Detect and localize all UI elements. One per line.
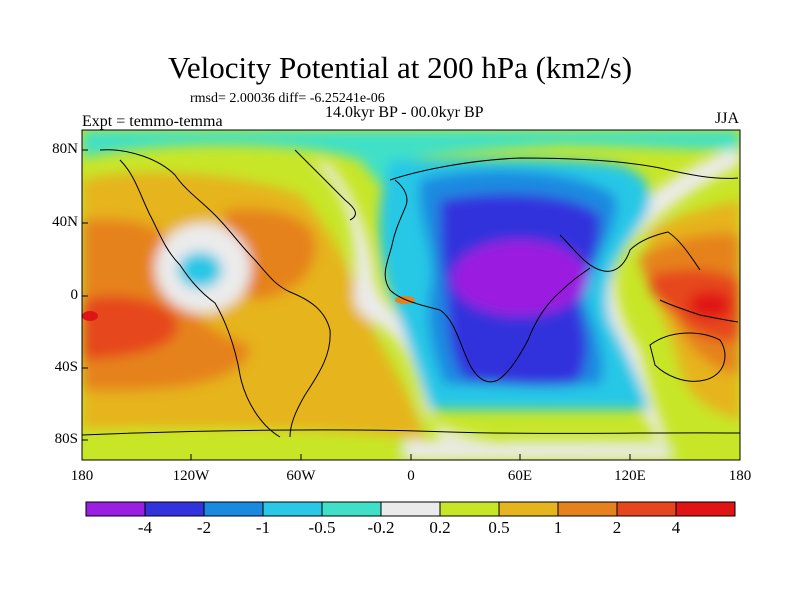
coastlines xyxy=(82,149,740,438)
lon-tick-180-left: 180 xyxy=(70,468,94,484)
lon-tick-60E: 60E xyxy=(507,468,533,484)
colorbar-label: 4 xyxy=(671,518,681,537)
rmsd-diff-text: rmsd= 2.00036 diff= -6.25241e-06 xyxy=(190,91,385,106)
field-west-pacific-max xyxy=(688,291,732,319)
map-area xyxy=(82,130,740,460)
colorbar-box-10 xyxy=(675,501,736,517)
lat-tick-80S: 80S xyxy=(54,431,78,447)
colorbar-label: 0.2 xyxy=(429,518,451,537)
colorbar-label: -2 xyxy=(196,518,212,537)
lat-tick-0: 0 xyxy=(70,287,79,303)
lat-tick-80N: 80N xyxy=(52,141,78,157)
colorbar-box-6 xyxy=(439,501,500,517)
colorbar-label: 1 xyxy=(553,518,563,537)
colorbar-label: -0.2 xyxy=(367,518,395,537)
lon-tick-120W: 120W xyxy=(172,468,210,484)
season-label: JJA xyxy=(715,110,740,127)
colorbar-box-0 xyxy=(85,501,146,517)
lat-tick-40N: 40N xyxy=(52,214,78,230)
colorbar-box-7 xyxy=(498,501,559,517)
lon-tick-180-right: 180 xyxy=(728,468,752,484)
period-label: 14.0kyr BP - 00.0kyr BP xyxy=(325,104,484,121)
coastline-americas-east xyxy=(99,149,331,438)
colorbar-label: -1 xyxy=(255,518,271,537)
colorbar-box-2 xyxy=(203,501,264,517)
coastline-eurasia-north xyxy=(389,157,739,181)
colorbar-box-3 xyxy=(262,501,323,517)
coastline-asia-south xyxy=(559,231,701,272)
colorbar-label: -0.5 xyxy=(308,518,336,537)
field-arctic-0.5 xyxy=(82,130,740,186)
colorbar-box-4 xyxy=(321,501,382,517)
colorbar-box-5 xyxy=(380,501,441,517)
field-africa-minimum xyxy=(452,240,588,316)
colorbar-label: 2 xyxy=(612,518,622,537)
colorbar-box-8 xyxy=(557,501,618,517)
coastline-australia xyxy=(649,332,726,382)
field-east-pacific-spot xyxy=(82,311,98,321)
coastline-africa-europe xyxy=(384,179,591,383)
coastline-americas-west xyxy=(119,159,281,438)
colorbar-box-1 xyxy=(144,501,205,517)
colorbar-label: 0.5 xyxy=(488,518,510,537)
colorbar-box-9 xyxy=(616,501,677,517)
experiment-label: Expt = temmo-temma xyxy=(82,113,223,130)
colorbar-label: -4 xyxy=(137,518,153,537)
plot-title: Velocity Potential at 200 hPa (km2/s) xyxy=(167,50,633,85)
field-region-east-pacific-4 xyxy=(82,295,178,360)
field-antarctic-near-zero xyxy=(405,440,670,460)
coastline-maritime-continent xyxy=(659,299,739,323)
coastline-greenland xyxy=(294,149,356,221)
lon-tick-0: 0 xyxy=(407,468,415,484)
coastline-antarctica xyxy=(82,429,740,436)
lon-tick-120E: 120E xyxy=(614,468,646,484)
lon-tick-60W: 60W xyxy=(286,468,316,484)
axis-ticks xyxy=(81,149,741,460)
lat-tick-40S: 40S xyxy=(54,359,78,375)
field-caribbean-low xyxy=(178,252,222,288)
colorbar xyxy=(85,501,736,517)
field-atlantic-spot xyxy=(395,296,415,304)
